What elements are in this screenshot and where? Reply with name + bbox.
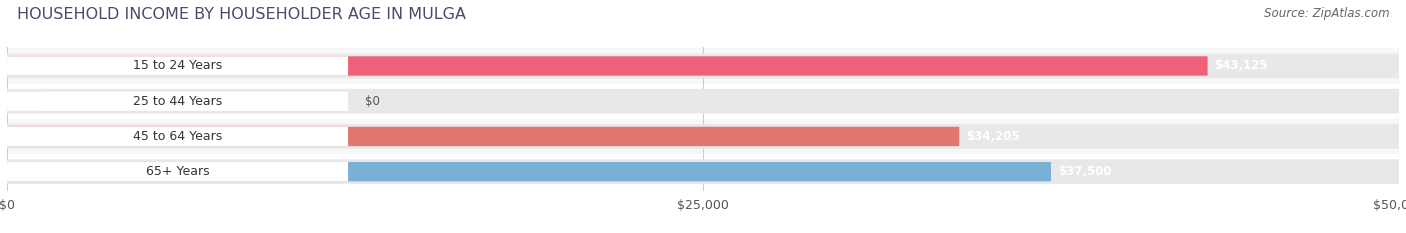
Text: 15 to 24 Years: 15 to 24 Years: [134, 59, 222, 72]
FancyBboxPatch shape: [7, 162, 349, 181]
Bar: [7, 119, 1399, 154]
FancyBboxPatch shape: [7, 162, 1052, 181]
Text: HOUSEHOLD INCOME BY HOUSEHOLDER AGE IN MULGA: HOUSEHOLD INCOME BY HOUSEHOLDER AGE IN M…: [17, 7, 465, 22]
FancyBboxPatch shape: [7, 89, 1399, 113]
Text: Source: ZipAtlas.com: Source: ZipAtlas.com: [1264, 7, 1389, 20]
FancyBboxPatch shape: [7, 92, 42, 111]
Text: $43,125: $43,125: [1215, 59, 1268, 72]
Text: 65+ Years: 65+ Years: [146, 165, 209, 178]
Text: $34,205: $34,205: [966, 130, 1019, 143]
FancyBboxPatch shape: [7, 92, 349, 111]
FancyBboxPatch shape: [7, 54, 1399, 78]
Text: 45 to 64 Years: 45 to 64 Years: [134, 130, 222, 143]
Bar: [7, 84, 1399, 119]
Bar: [7, 48, 1399, 84]
FancyBboxPatch shape: [7, 56, 1208, 76]
FancyBboxPatch shape: [7, 124, 1399, 149]
FancyBboxPatch shape: [7, 159, 1399, 184]
Text: $0: $0: [364, 95, 380, 108]
Bar: [7, 154, 1399, 189]
Text: $37,500: $37,500: [1057, 165, 1112, 178]
FancyBboxPatch shape: [7, 127, 959, 146]
FancyBboxPatch shape: [7, 127, 349, 146]
Text: 25 to 44 Years: 25 to 44 Years: [134, 95, 222, 108]
FancyBboxPatch shape: [7, 56, 349, 76]
